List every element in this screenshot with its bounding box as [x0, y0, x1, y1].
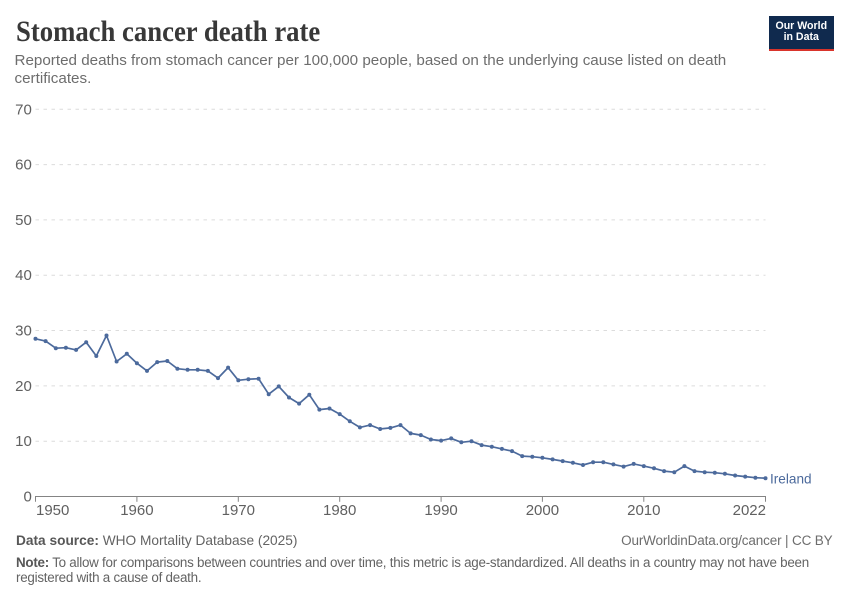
svg-text:Ireland: Ireland — [770, 472, 812, 487]
svg-text:40: 40 — [15, 267, 32, 284]
svg-text:30: 30 — [15, 323, 32, 340]
svg-text:0: 0 — [23, 489, 31, 506]
svg-text:50: 50 — [15, 212, 32, 229]
svg-text:1960: 1960 — [120, 502, 153, 519]
svg-text:20: 20 — [15, 378, 32, 395]
svg-text:10: 10 — [15, 433, 32, 450]
svg-text:1970: 1970 — [222, 502, 255, 519]
svg-text:2022: 2022 — [733, 502, 766, 519]
svg-text:70: 70 — [15, 101, 32, 118]
svg-text:60: 60 — [15, 157, 32, 174]
svg-text:2010: 2010 — [627, 502, 660, 519]
svg-text:2000: 2000 — [526, 502, 559, 519]
svg-text:1950: 1950 — [36, 502, 69, 519]
svg-text:1980: 1980 — [323, 502, 356, 519]
svg-text:1990: 1990 — [424, 502, 457, 519]
